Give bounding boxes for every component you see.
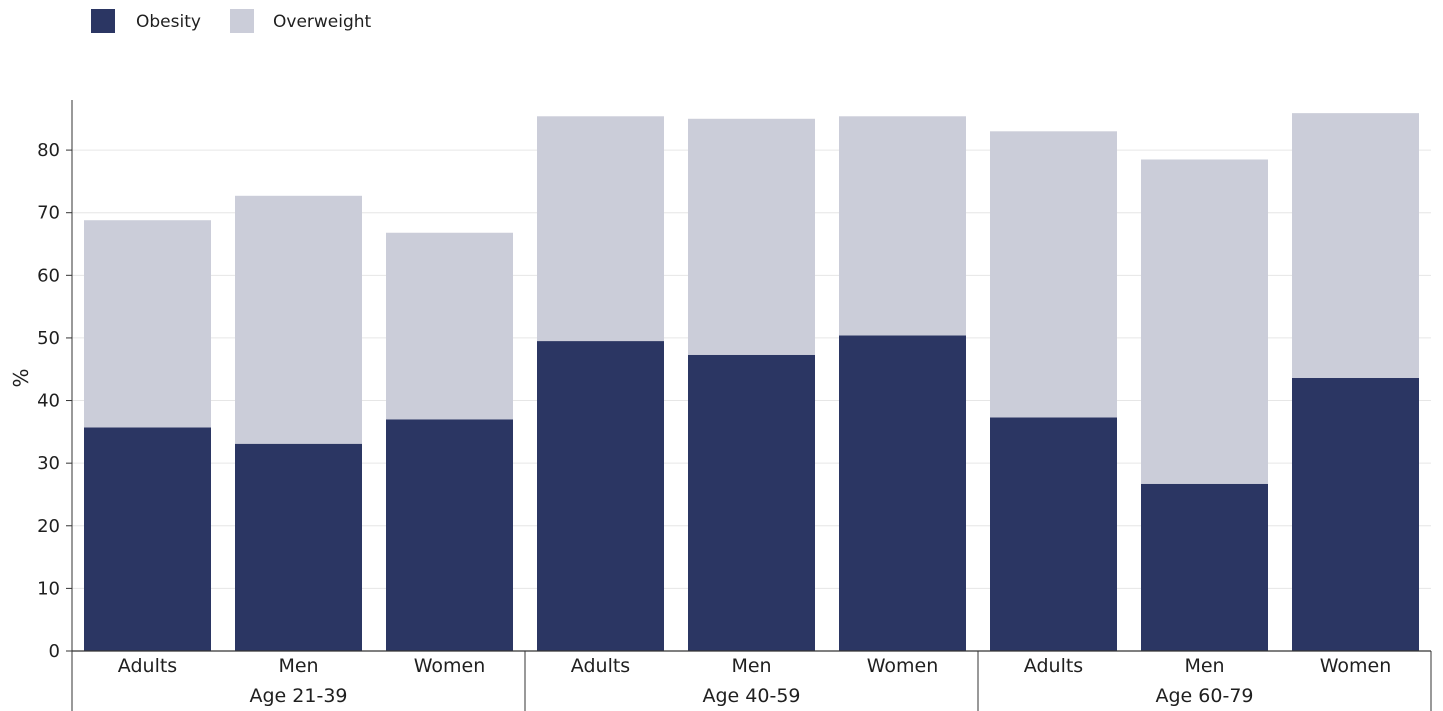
bar-obesity-1-adults xyxy=(84,427,211,651)
group-label-2: Age 40-59 xyxy=(703,685,801,707)
y-tick-label-10: 10 xyxy=(37,578,60,599)
bar-overweight-1-men xyxy=(235,195,362,444)
y-tick-label-40: 40 xyxy=(37,391,60,412)
bars xyxy=(84,113,1419,651)
category-label-2-adults: Adults xyxy=(571,655,630,677)
bar-obesity-1-men xyxy=(235,443,362,651)
bar-overweight-1-women xyxy=(386,232,513,420)
y-tick-label-80: 80 xyxy=(37,140,60,161)
category-label-2-women: Women xyxy=(867,655,939,677)
bar-obesity-1-women xyxy=(386,419,513,651)
bar-overweight-2-adults xyxy=(537,116,664,342)
legend-swatch-obesity xyxy=(91,9,115,33)
bar-obesity-2-adults xyxy=(537,341,664,651)
bar-overweight-3-men xyxy=(1141,159,1268,484)
y-tick-label-60: 60 xyxy=(37,265,60,286)
bar-obesity-2-men xyxy=(688,354,815,651)
category-label-1-men: Men xyxy=(278,655,318,677)
bar-obesity-3-women xyxy=(1292,378,1419,651)
bar-obesity-3-adults xyxy=(990,417,1117,651)
y-tick-label-70: 70 xyxy=(37,203,60,224)
bar-overweight-2-women xyxy=(839,116,966,336)
legend-swatch-overweight xyxy=(230,9,254,33)
bar-obesity-3-men xyxy=(1141,483,1268,651)
axes: 0 10 20 30 40 50 60 70 80 Adults Men Women Age 21-39… xyxy=(37,100,1432,711)
legend-label-overweight: Overweight xyxy=(273,12,372,32)
category-label-1-adults: Adults xyxy=(118,655,177,677)
category-label-3-women: Women xyxy=(1320,655,1392,677)
bar-overweight-3-adults xyxy=(990,131,1117,418)
bar-obesity-2-women xyxy=(839,335,966,651)
category-label-3-men: Men xyxy=(1184,655,1224,677)
y-axis-title: % xyxy=(9,368,33,387)
bar-overweight-3-women xyxy=(1292,113,1419,379)
y-tick-label-20: 20 xyxy=(37,516,60,537)
group-label-1: Age 21-39 xyxy=(250,685,348,707)
category-label-2-men: Men xyxy=(731,655,771,677)
y-tick-label-50: 50 xyxy=(37,328,60,349)
group-label-3: Age 60-79 xyxy=(1156,685,1254,707)
legend: Obesity Overweight xyxy=(91,9,372,33)
bar-overweight-2-men xyxy=(688,118,815,355)
y-tick-label-30: 30 xyxy=(37,453,60,474)
category-label-3-adults: Adults xyxy=(1024,655,1083,677)
legend-label-obesity: Obesity xyxy=(136,12,201,32)
y-tick-label-0: 0 xyxy=(49,641,60,662)
category-label-1-women: Women xyxy=(414,655,486,677)
bar-overweight-1-adults xyxy=(84,220,211,428)
